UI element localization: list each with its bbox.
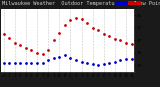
Text: Milwaukee Weather  Outdoor Temperature  vs Dew Point  (24 Hours): Milwaukee Weather Outdoor Temperature vs… [2,1,160,6]
Text: •: • [133,1,136,5]
